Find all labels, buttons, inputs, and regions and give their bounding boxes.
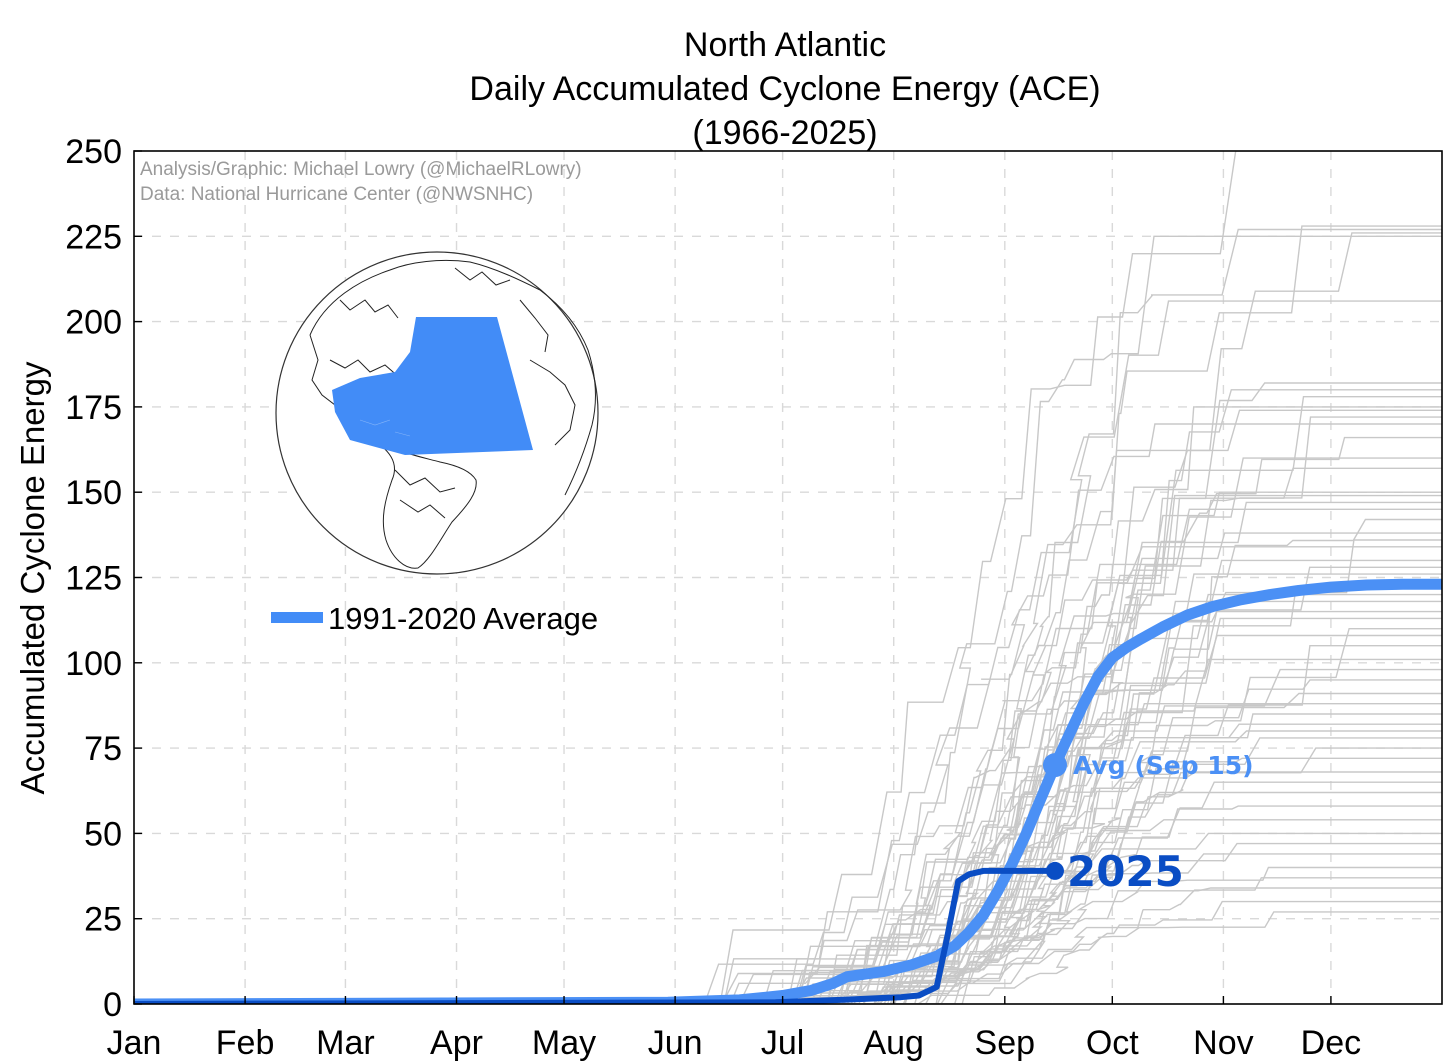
x-tick-label-jan: Jan [107, 1024, 162, 1062]
historical-season-line [134, 866, 1442, 1004]
y-tick-label-100: 100 [65, 645, 122, 683]
historical-season-line [134, 300, 1442, 1004]
historical-season-line [134, 610, 1442, 1004]
x-tick-label-may: May [532, 1024, 596, 1062]
x-tick-label-dec: Dec [1301, 1024, 1361, 1062]
historical-season-line [134, 600, 1442, 1004]
historical-season-line [134, 791, 1442, 1004]
y-tick-label-125: 125 [65, 560, 122, 598]
season-2025-line [134, 867, 1058, 1004]
historical-season-line [134, 573, 1442, 1004]
basin-island-outlines [359, 419, 411, 437]
chart-title: North Atlantic Daily Accumulated Cyclone… [469, 26, 1100, 152]
annotations: Avg (Sep 15) 2025 [1042, 751, 1254, 896]
y-tick-label-0: 0 [103, 986, 122, 1024]
y-tick-label-150: 150 [65, 474, 122, 512]
y-tick-label-225: 225 [65, 218, 122, 256]
legend: 1991-2020 Average [271, 601, 598, 636]
x-tick-label-jun: Jun [648, 1024, 703, 1062]
historical-season-line [134, 853, 1442, 1004]
historical-season-line [134, 658, 1442, 1004]
globe-coastlines [309, 259, 596, 569]
historical-season-line [134, 887, 1442, 1004]
avg-sep15-marker [1042, 753, 1067, 778]
chart-title-line-1: North Atlantic [684, 26, 886, 64]
y-tick-label-50: 50 [84, 815, 122, 853]
y-tick-label-25: 25 [84, 901, 122, 939]
historical-season-line [134, 151, 1442, 1004]
x-tick-label-aug: Aug [863, 1024, 924, 1062]
historical-season-line [134, 232, 1442, 1004]
historical-season-line [134, 723, 1442, 1004]
historical-season-line [134, 842, 1442, 1004]
x-tick-label-sep: Sep [975, 1024, 1036, 1062]
x-tick-label-jul: Jul [761, 1024, 804, 1062]
historical-season-line [134, 587, 1442, 1004]
historical-season-line [134, 911, 1442, 1004]
historical-season-line [134, 228, 1442, 1004]
globe-inset-map [275, 251, 599, 575]
historical-season-line [134, 566, 1442, 1004]
gridlines [134, 151, 1442, 1004]
historical-season-line [134, 819, 1442, 1004]
historical-season-line [134, 679, 1442, 1004]
chart-title-line-2: Daily Accumulated Cyclone Energy (ACE) [469, 70, 1100, 108]
historical-season-line [134, 235, 1442, 1004]
historical-season-line [134, 467, 1442, 1004]
credit-analysis: Analysis/Graphic: Michael Lowry (@Michae… [140, 159, 582, 180]
historical-season-line [134, 634, 1442, 1004]
historical-season-line [134, 771, 1442, 1004]
legend-swatch-average [271, 612, 323, 623]
x-tick-label-mar: Mar [316, 1024, 375, 1062]
axes: 0 25 50 75 100 125 150 175 200 225 250 Jan Feb Mar Apr… [65, 133, 1361, 1062]
y-tick-label-250: 250 [65, 133, 122, 171]
north-atlantic-basin-region [332, 317, 533, 455]
historical-season-line [134, 423, 1442, 1004]
historical-season-line [134, 617, 1442, 1004]
x-tick-label-nov: Nov [1193, 1024, 1253, 1062]
x-tick-label-apr: Apr [430, 1024, 483, 1062]
historical-season-line [134, 713, 1442, 1004]
x-tick-label-feb: Feb [216, 1024, 275, 1062]
y-tick-label-75: 75 [84, 730, 122, 768]
historical-season-line [134, 747, 1442, 1004]
season-2025-end-marker [1045, 861, 1064, 880]
y-axis-label: Accumulated Cyclone Energy [14, 361, 51, 794]
historical-season-line [134, 668, 1442, 1004]
historical-season-line [134, 877, 1442, 1004]
plot-frame [133, 150, 1443, 1005]
historical-season-line [134, 546, 1442, 1004]
series-lines [134, 578, 1442, 1004]
historical-season-line [134, 593, 1442, 1004]
credit-data-source: Data: National Hurricane Center (@NWSNHC… [140, 184, 533, 205]
historical-season-line [134, 508, 1442, 1004]
x-tick-label-oct: Oct [1086, 1024, 1139, 1062]
historical-season-line [134, 409, 1442, 1004]
avg-sep15-label: Avg (Sep 15) [1073, 751, 1254, 780]
historical-season-line [134, 757, 1442, 1004]
chart-title-line-3: (1966-2025) [692, 114, 877, 152]
average-1991-2020-line [134, 578, 1442, 1004]
y-tick-label-200: 200 [65, 304, 122, 342]
season-2025-label: 2025 [1067, 847, 1184, 896]
historical-season-line [134, 900, 1442, 1004]
historical-season-line [134, 832, 1442, 1004]
legend-label-average: 1991-2020 Average [328, 601, 598, 636]
historical-season-line [134, 692, 1442, 1004]
historical-season-line [134, 628, 1442, 1004]
y-tick-label-175: 175 [65, 389, 122, 427]
